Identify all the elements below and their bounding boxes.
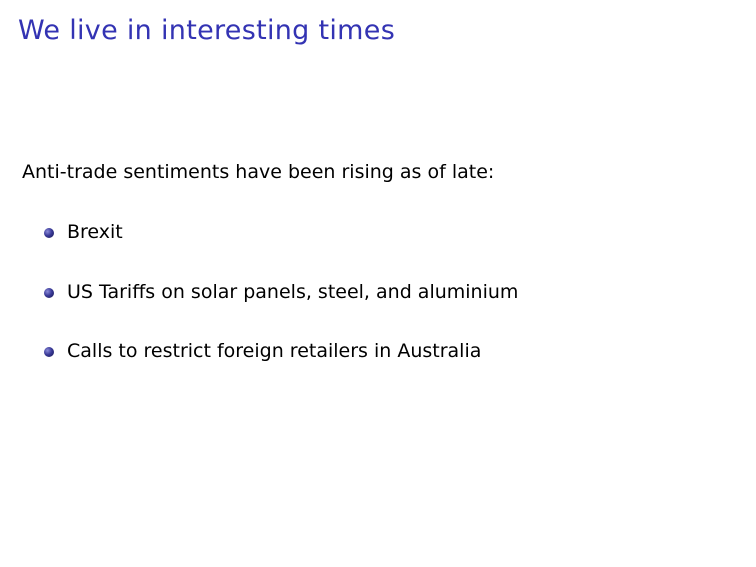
slide-title: We live in interesting times xyxy=(18,15,396,46)
bullet-ball-icon xyxy=(44,228,54,238)
intro-text: Anti-trade sentiments have been rising a… xyxy=(22,161,495,183)
list-item: Calls to restrict foreign retailers in A… xyxy=(44,337,518,365)
list-item: Brexit xyxy=(44,218,518,246)
bullet-text-brexit: Brexit xyxy=(67,221,123,243)
bullet-ball-icon xyxy=(44,347,54,357)
bullet-list: Brexit US Tariffs on solar panels, steel… xyxy=(44,218,518,397)
bullet-text-foreign-retailers: Calls to restrict foreign retailers in A… xyxy=(67,340,482,362)
bullet-ball-icon xyxy=(44,287,54,298)
list-item: US Tariffs on solar panels, steel, and a… xyxy=(44,278,518,306)
bullet-text-us-tariffs: US Tariffs on solar panels, steel, and a… xyxy=(67,280,519,303)
